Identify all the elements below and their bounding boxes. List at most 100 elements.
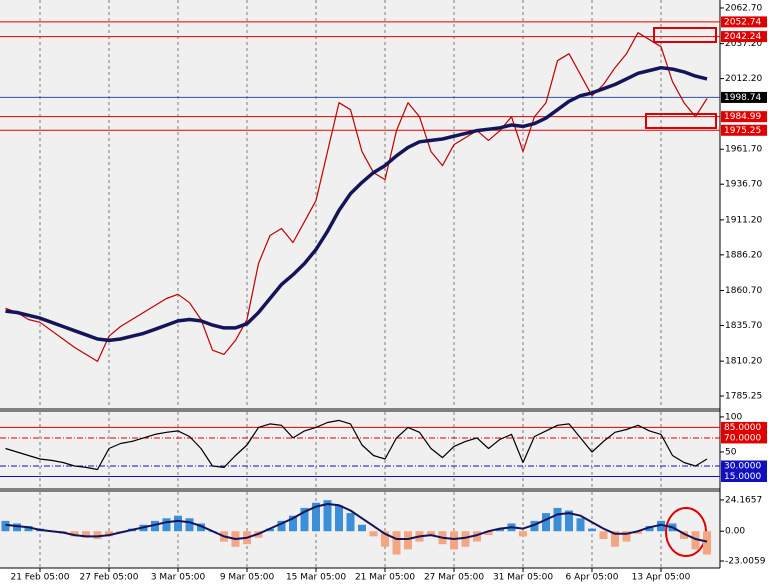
histogram-bar bbox=[484, 531, 493, 536]
histogram-bar bbox=[565, 510, 573, 532]
series-line bbox=[5, 65, 708, 343]
level-label: 2042.24 bbox=[724, 32, 761, 42]
histogram-bar bbox=[13, 523, 21, 532]
histogram-bar bbox=[450, 531, 458, 550]
histogram-bar bbox=[703, 531, 711, 555]
x-tick-label: 15 Mar 05:00 bbox=[286, 573, 346, 583]
level-label-box bbox=[721, 471, 767, 483]
oscillator-panel bbox=[0, 412, 720, 488]
x-tick-label: 6 Apr 05:00 bbox=[566, 573, 619, 583]
y-tick-label: 2037.20 bbox=[725, 39, 762, 49]
histogram-bar bbox=[611, 531, 619, 547]
histogram-bar bbox=[645, 526, 654, 532]
histogram-bar bbox=[105, 531, 113, 537]
y-tick-label: 1961.70 bbox=[725, 145, 762, 155]
level-label: 1975.25 bbox=[724, 126, 761, 136]
level-label: 30.0000 bbox=[724, 461, 761, 471]
level-label-box bbox=[721, 460, 767, 472]
histogram-bar bbox=[622, 531, 631, 542]
level-label: 85.0000 bbox=[724, 423, 761, 433]
level-label-box bbox=[721, 432, 767, 444]
level-label: 1984.99 bbox=[724, 112, 761, 122]
level-label-box bbox=[721, 16, 767, 28]
histogram-bar bbox=[358, 524, 366, 532]
x-tick-label: 21 Mar 05:00 bbox=[355, 573, 415, 583]
series-line bbox=[5, 419, 708, 471]
histogram-bar bbox=[93, 531, 102, 539]
histogram-bar bbox=[473, 531, 481, 542]
histogram-bar bbox=[266, 528, 274, 532]
level-label: 15.0000 bbox=[724, 472, 761, 482]
y-tick-label: 1810.20 bbox=[725, 357, 762, 367]
panel-separator bbox=[0, 408, 720, 412]
histogram-bar bbox=[346, 513, 355, 532]
histogram-bar bbox=[576, 518, 585, 532]
histogram-bar bbox=[162, 518, 171, 532]
x-tick-label: 3 Mar 05:00 bbox=[151, 573, 206, 583]
level-label-box bbox=[721, 91, 767, 103]
y-tick-label: 1886.20 bbox=[725, 250, 762, 260]
y-tick-label: 1911.20 bbox=[725, 215, 762, 225]
histogram-bar bbox=[496, 528, 504, 532]
histogram-bar bbox=[530, 520, 539, 532]
highlight-box bbox=[653, 27, 717, 43]
y-tick-label: 2062.70 bbox=[725, 3, 762, 13]
x-tick-label: 9 Mar 05:00 bbox=[220, 573, 275, 583]
y-tick-label: 24.1657 bbox=[725, 495, 762, 505]
level-label-box bbox=[721, 421, 767, 433]
y-tick-label: 100 bbox=[725, 412, 742, 422]
histogram-bar bbox=[300, 507, 309, 532]
histogram-bar bbox=[599, 531, 608, 539]
histogram-bar bbox=[404, 531, 412, 550]
histogram-bar bbox=[553, 507, 562, 532]
x-tick-label: 27 Feb 05:00 bbox=[79, 573, 138, 583]
x-tick-label: 31 Mar 05:00 bbox=[493, 573, 553, 583]
series-line bbox=[5, 503, 708, 543]
histogram-bar bbox=[542, 513, 550, 532]
y-tick-label: 2012.20 bbox=[725, 74, 762, 84]
histogram-bar bbox=[70, 531, 79, 537]
histogram-bar bbox=[657, 520, 665, 532]
histogram-bar bbox=[197, 523, 205, 532]
y-tick-label: 0.00 bbox=[725, 527, 745, 537]
histogram-bar bbox=[289, 515, 297, 532]
highlight-box bbox=[645, 113, 717, 129]
histogram-bar bbox=[634, 531, 642, 534]
histogram-bar bbox=[369, 531, 378, 537]
histogram-bar bbox=[381, 531, 389, 547]
price-panel bbox=[0, 0, 720, 408]
y-tick-label: 1785.25 bbox=[725, 392, 762, 402]
histogram-bar bbox=[519, 531, 527, 537]
level-label: 1998.74 bbox=[724, 93, 761, 103]
histogram-bar bbox=[174, 515, 182, 532]
x-tick-label: 27 Mar 05:00 bbox=[424, 573, 484, 583]
panel-separator bbox=[0, 488, 720, 492]
x-tick-label: 13 Apr 05:00 bbox=[632, 573, 691, 583]
histogram-bar bbox=[82, 531, 90, 538]
y-tick-label: 1860.70 bbox=[725, 286, 762, 296]
histogram-bar bbox=[392, 531, 401, 555]
y-tick-label: 50 bbox=[725, 447, 737, 457]
level-label: 2052.74 bbox=[724, 17, 761, 27]
y-tick-label: 1936.70 bbox=[725, 180, 762, 190]
histogram-bar bbox=[24, 526, 33, 532]
histogram-bar bbox=[185, 518, 194, 532]
level-label-box bbox=[721, 31, 767, 43]
histogram-bar bbox=[691, 531, 700, 550]
histogram-bar bbox=[151, 520, 159, 532]
x-tick-label: 21 Feb 05:00 bbox=[10, 573, 69, 583]
histogram-bar bbox=[588, 528, 596, 532]
histogram-bar bbox=[461, 531, 470, 547]
level-label: 70.0000 bbox=[724, 433, 761, 443]
level-label-box bbox=[721, 111, 767, 123]
level-label-box bbox=[721, 124, 767, 136]
histogram-bar bbox=[323, 500, 332, 532]
y-tick-label: -23.0059 bbox=[725, 557, 766, 567]
histogram-bar bbox=[335, 505, 343, 532]
y-tick-label: 1835.70 bbox=[725, 321, 762, 331]
histogram-bar bbox=[277, 520, 286, 532]
histogram-bar bbox=[1, 520, 10, 532]
histogram-bar bbox=[680, 531, 688, 539]
histogram-bar bbox=[312, 502, 320, 532]
